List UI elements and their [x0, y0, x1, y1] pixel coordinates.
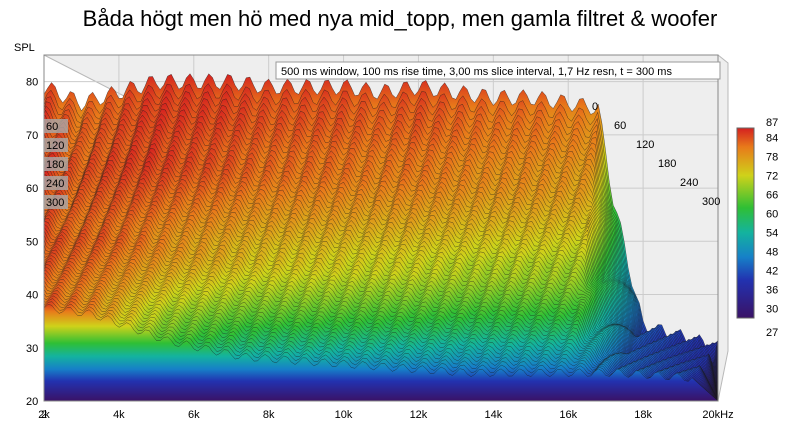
y-tick-label: 80 — [26, 77, 38, 89]
left-time-label: 120 — [46, 140, 64, 152]
colorbar-scale — [736, 127, 755, 319]
x-tick-label: 20kHz — [702, 409, 733, 421]
colorbar-label: 42 — [766, 266, 778, 278]
axes: SPL 20 30 40 50 60 70 80 22k 4k 6k 8k 10k 12k 14k 16k 18… — [14, 42, 734, 421]
colorbar-label: 87 — [766, 117, 778, 129]
info-box: 500 ms window, 100 ms rise time, 3,00 ms… — [275, 61, 721, 80]
colorbar-label: 84 — [766, 133, 778, 145]
x-tick-label: 10k — [335, 409, 353, 421]
time-label: 300 — [702, 196, 720, 208]
y-axis-label: SPL — [14, 42, 35, 54]
y-tick-label: 20 — [26, 396, 38, 408]
x-tick-label: 2k — [38, 409, 50, 421]
y-tick-label: 50 — [26, 236, 38, 248]
x-tick-label: 2 — [41, 409, 47, 421]
left-time-label: 60 — [46, 121, 58, 133]
y-tick-label: 60 — [26, 183, 38, 195]
info-text: 500 ms window, 100 ms rise time, 3,00 ms… — [281, 66, 672, 78]
waterfall-slices — [43, 73, 719, 402]
colorbar-label: 60 — [766, 209, 778, 221]
y-tick-label: 70 — [26, 130, 38, 142]
colorbar-label: 36 — [766, 285, 778, 297]
time-label: 180 — [658, 158, 676, 170]
colorbar-label: 72 — [766, 171, 778, 183]
left-time-label: 300 — [46, 197, 64, 209]
colorbar: 87 84 78 72 66 60 54 48 42 36 30 27 — [736, 117, 778, 339]
time-label: 120 — [636, 139, 654, 151]
time-label: 0 — [592, 101, 598, 113]
x-tick-label: 4k — [113, 409, 125, 421]
time-label: 240 — [680, 177, 698, 189]
y-tick-label: 30 — [26, 343, 38, 355]
x-tick-label: 18k — [634, 409, 652, 421]
x-tick-label: 6k — [188, 409, 200, 421]
colorbar-label: 48 — [766, 247, 778, 259]
x-tick-label: 14k — [484, 409, 502, 421]
chart-title: Båda högt men hö med nya mid_topp, men g… — [82, 6, 718, 31]
colorbar-label: 30 — [766, 304, 778, 316]
left-time-label: 240 — [46, 178, 64, 190]
colorbar-label: 27 — [766, 327, 778, 339]
waterfall-slice — [43, 301, 719, 402]
time-labels: 0 60 120 180 240 300 60 120 180 240 300 — [44, 101, 720, 209]
time-label: 60 — [614, 120, 626, 132]
colorbar-label: 66 — [766, 190, 778, 202]
x-tick-label: 8k — [263, 409, 275, 421]
left-time-label: 180 — [46, 159, 64, 171]
colorbar-label: 78 — [766, 152, 778, 164]
x-tick-label: 12k — [410, 409, 428, 421]
colorbar-label: 54 — [766, 228, 778, 240]
x-tick-label: 16k — [559, 409, 577, 421]
y-tick-label: 40 — [26, 290, 38, 302]
